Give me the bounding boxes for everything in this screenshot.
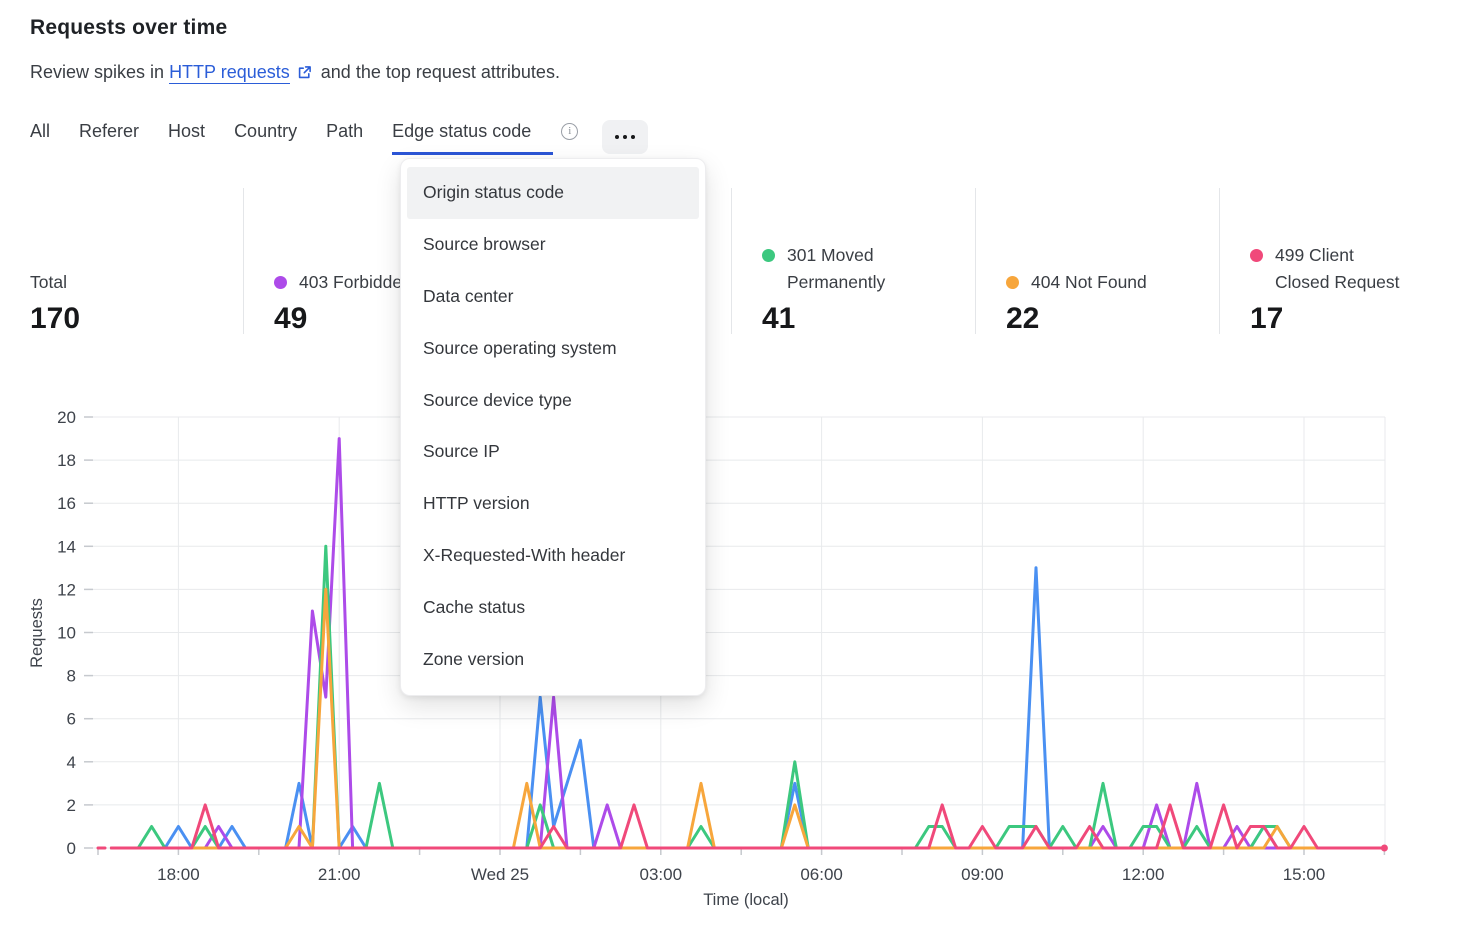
svg-text:15:00: 15:00 [1283, 865, 1326, 884]
series-color-dot [762, 249, 775, 262]
tabs-list: All Referer Host Country Path Edge status cod… [30, 121, 560, 155]
menu-item-source-ip[interactable]: Source IP [423, 441, 500, 462]
svg-text:03:00: 03:00 [640, 865, 683, 884]
svg-text:6: 6 [67, 710, 76, 729]
series-color-dot [1006, 276, 1019, 289]
menu-item-origin-status-code[interactable]: Origin status code [407, 167, 699, 219]
tab-edge-status-code[interactable]: Edge status code [392, 121, 554, 155]
attribute-dropdown-menu: Origin status code Source browser Data cen… [400, 158, 706, 696]
stat-divider [975, 188, 976, 334]
stat-divider [731, 188, 732, 334]
attribute-tabs: All Referer Host Country Path Edge status cod… [30, 120, 649, 155]
stat-value: 17 [1250, 302, 1284, 335]
svg-text:Requests: Requests [28, 598, 46, 668]
stat-403-forbidden: 403 Forbidden 49 [274, 190, 489, 336]
tab-path[interactable]: Path [326, 121, 364, 141]
svg-text:14: 14 [57, 537, 76, 556]
series-line-499-client-closed-request [109, 803, 1386, 850]
svg-text:10: 10 [57, 624, 76, 643]
svg-text:4: 4 [67, 753, 76, 772]
subtitle-prefix: Review spikes in [30, 62, 170, 82]
subtitle-suffix: and the top request attributes. [315, 62, 560, 82]
external-link-icon [297, 64, 312, 85]
stat-label: 499 Client Closed Request [1250, 242, 1458, 296]
series-line-403-forbidden [109, 437, 1386, 850]
stat-label: Total [30, 272, 67, 292]
ellipsis-icon [614, 134, 620, 140]
menu-item-source-operating-system[interactable]: Source operating system [423, 337, 617, 358]
svg-text:09:00: 09:00 [961, 865, 1004, 884]
stat-404-not-found: 404 Not Found 22 [1006, 190, 1221, 336]
stat-divider [243, 188, 244, 334]
stat-divider [1219, 188, 1220, 334]
stat-label: 403 Forbidden [274, 269, 489, 296]
svg-text:18:00: 18:00 [157, 865, 200, 884]
stat-value: 41 [762, 302, 796, 335]
menu-item-x-requested-with-header[interactable]: X-Requested-With header [423, 544, 626, 565]
stat-value: 49 [274, 302, 308, 335]
http-requests-link[interactable]: HTTP requests [169, 62, 290, 84]
svg-text:12: 12 [57, 580, 76, 599]
stat-label: 404 Not Found [1006, 269, 1221, 296]
series-color-dot [1250, 249, 1263, 262]
svg-text:Wed 25: Wed 25 [471, 865, 529, 884]
subtitle: Review spikes in HTTP requests and the t… [30, 62, 560, 85]
svg-text:16: 16 [57, 494, 76, 513]
page-title: Requests over time [30, 16, 228, 39]
stat-label: 301 Moved Permanently [762, 242, 977, 296]
menu-item-cache-status[interactable]: Cache status [423, 596, 526, 617]
stat-value: 22 [1006, 302, 1040, 335]
svg-text:20: 20 [57, 408, 76, 427]
series-end-dot [1380, 844, 1388, 852]
menu-item-source-browser[interactable]: Source browser [423, 234, 546, 255]
tab-host[interactable]: Host [168, 121, 206, 141]
stat-499-client: 499 Client Closed Request 17 [1250, 190, 1458, 336]
svg-text:8: 8 [67, 667, 76, 686]
stat-total: Total 170 [30, 190, 245, 336]
more-attributes-button[interactable] [602, 120, 649, 154]
menu-item-zone-version[interactable]: Zone version [423, 648, 525, 669]
menu-item-data-center[interactable]: Data center [423, 285, 514, 306]
series-color-dot [274, 276, 287, 289]
svg-text:21:00: 21:00 [318, 865, 361, 884]
menu-item-http-version[interactable]: HTTP version [423, 493, 530, 514]
stat-value: 170 [30, 302, 81, 335]
stat-301-moved: 301 Moved Permanently 41 [762, 190, 977, 336]
svg-text:Time (local): Time (local) [703, 891, 789, 909]
tab-referer[interactable]: Referer [79, 121, 140, 141]
tab-country[interactable]: Country [234, 121, 298, 141]
svg-text:12:00: 12:00 [1122, 865, 1165, 884]
svg-text:06:00: 06:00 [800, 865, 843, 884]
info-icon[interactable]: i [561, 123, 579, 140]
tab-all[interactable]: All [30, 121, 51, 141]
svg-text:18: 18 [57, 451, 76, 470]
menu-item-source-device-type[interactable]: Source device type [423, 389, 572, 410]
svg-text:0: 0 [67, 839, 76, 858]
svg-text:2: 2 [67, 796, 76, 815]
